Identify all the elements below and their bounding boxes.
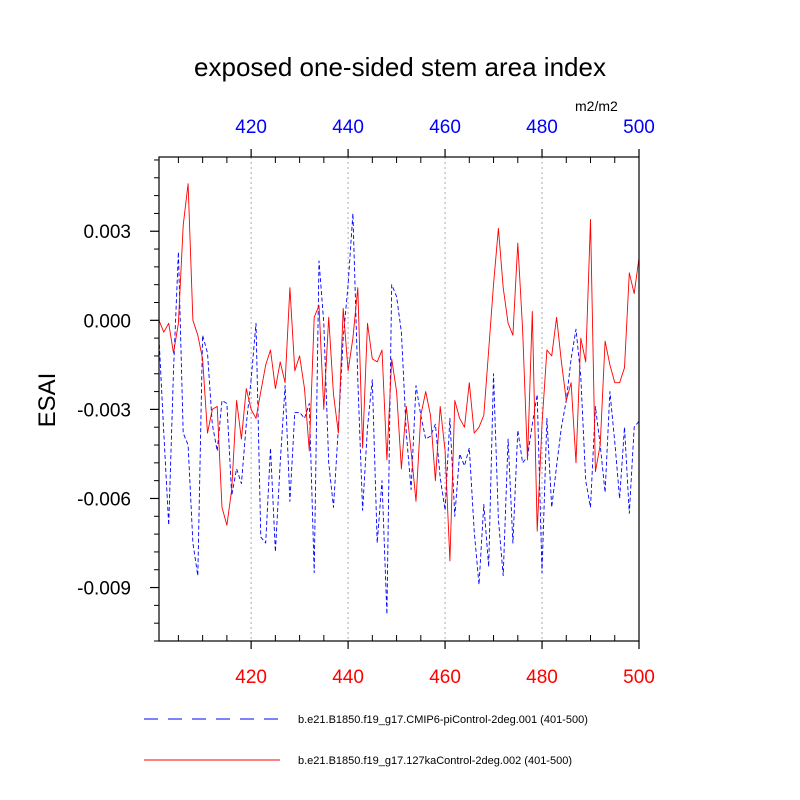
y-tick-label: -0.003 — [77, 400, 131, 421]
series-line-2 — [158, 183, 640, 562]
x-tick-label-top: 500 — [623, 117, 655, 138]
y-tick-label: -0.009 — [77, 579, 131, 600]
x-tick-label-top: 480 — [526, 117, 558, 138]
x-tick-label-top: 420 — [235, 117, 267, 138]
chart-title: exposed one-sided stem area index — [194, 52, 606, 82]
x-tick-label-bottom: 480 — [526, 667, 558, 688]
x-tick-label-bottom: 420 — [235, 667, 267, 688]
legend-label-2: b.e21.B1850.f19_g17.127kaControl-2deg.00… — [298, 755, 572, 767]
units-label: m2/m2 — [575, 98, 618, 114]
legend-label-1: b.e21.B1850.f19_g17.CMIP6-piControl-2deg… — [298, 714, 588, 726]
y-tick-label: 0.003 — [83, 222, 131, 243]
y-tick-label: 0.000 — [83, 311, 131, 332]
y-tick-label: -0.006 — [77, 489, 131, 510]
x-tick-label-bottom: 460 — [429, 667, 461, 688]
x-tick-label-top: 440 — [332, 117, 364, 138]
x-tick-label-bottom: 500 — [623, 667, 655, 688]
plot-frame — [158, 156, 640, 642]
x-tick-label-top: 460 — [429, 117, 461, 138]
series-line-1 — [158, 212, 640, 615]
x-tick-label-bottom: 440 — [332, 667, 364, 688]
